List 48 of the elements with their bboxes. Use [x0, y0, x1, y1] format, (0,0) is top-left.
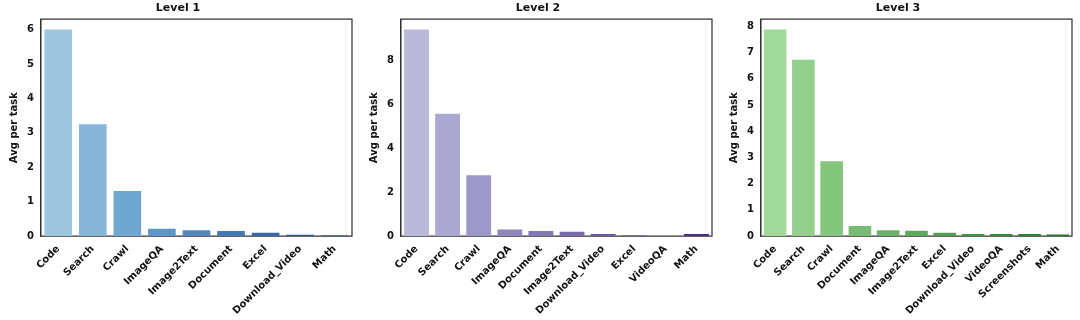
bar: [876, 230, 900, 237]
bar: [1018, 233, 1041, 237]
bar: [466, 175, 492, 237]
bar: [905, 230, 928, 237]
y-tick-label: 1: [26, 195, 34, 207]
y-axis-title: Avg per task: [7, 91, 19, 164]
bar: [961, 233, 985, 237]
bar: [148, 228, 176, 237]
y-axis-title: Avg per task: [367, 91, 379, 164]
y-tick-label: 6: [386, 97, 394, 109]
y-tick-label: 4: [746, 124, 754, 136]
bar: [497, 229, 523, 237]
y-tick-label: 7: [746, 46, 754, 58]
bar: [182, 230, 211, 237]
bar: [763, 29, 787, 237]
y-tick-label: 8: [746, 19, 754, 31]
chart-title: Level 2: [515, 1, 561, 15]
chart-title: Level 1: [155, 1, 201, 15]
y-tick-label: 5: [746, 98, 754, 110]
bar: [848, 226, 872, 237]
bar: [78, 124, 107, 237]
y-tick-label: 4: [26, 91, 34, 103]
y-tick-label: 2: [26, 160, 34, 172]
y-tick-label: 5: [26, 57, 34, 69]
bar: [792, 59, 815, 237]
bar: [217, 230, 245, 237]
bar: [820, 161, 843, 237]
y-tick-label: 2: [746, 177, 754, 189]
y-tick-label: 1: [746, 203, 754, 215]
bar: [528, 231, 554, 237]
y-tick-label: 0: [386, 229, 394, 241]
y-tick-label: 0: [746, 229, 754, 241]
y-tick-label: 4: [386, 141, 394, 153]
bar: [44, 29, 73, 237]
y-tick-label: 3: [746, 151, 754, 162]
y-tick-label: 8: [386, 53, 394, 65]
y-tick-label: 6: [746, 72, 754, 84]
bar: [435, 113, 461, 237]
bar: [990, 233, 1013, 237]
y-axis-title: Avg per task: [727, 91, 739, 164]
y-tick-label: 3: [26, 126, 34, 138]
y-tick-label: 0: [26, 229, 34, 241]
bar: [113, 190, 142, 237]
y-tick-label: 2: [386, 185, 394, 197]
y-tick-label: 6: [26, 23, 34, 35]
bar: [404, 29, 429, 237]
chart-title: Level 3: [875, 1, 921, 15]
bar: [933, 232, 957, 237]
